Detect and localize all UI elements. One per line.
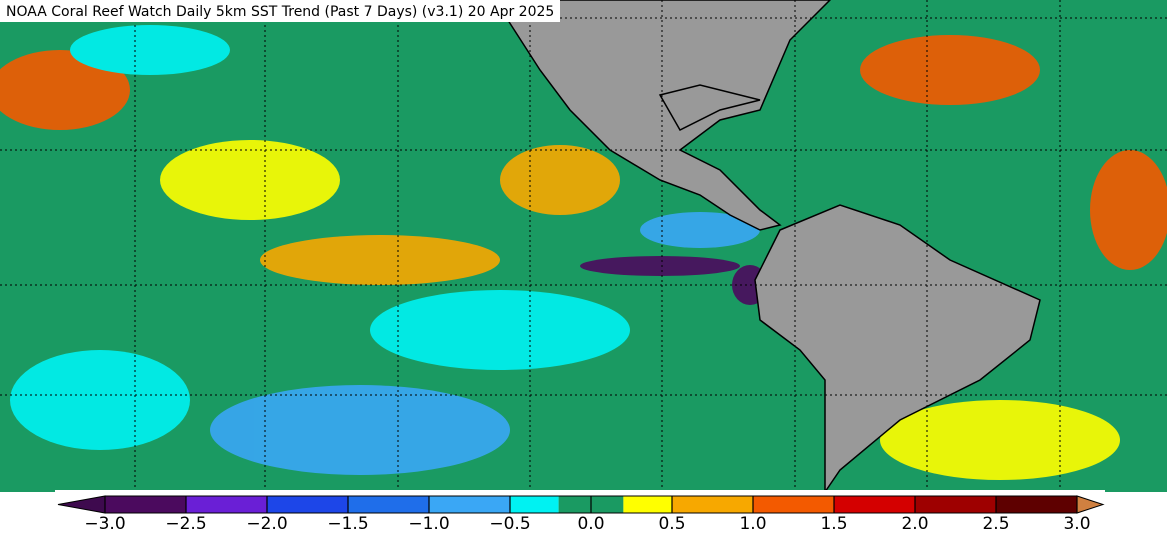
colorbar-segment	[915, 496, 996, 513]
colorbar-segment	[834, 496, 915, 513]
colorbar-segment	[623, 496, 672, 513]
colorbar-segment	[510, 496, 559, 513]
colorbar-segment	[105, 496, 186, 513]
colorbar-tick-label: 2.0	[901, 514, 928, 530]
colorbar-segment	[753, 496, 834, 513]
colorbar-segment	[186, 496, 267, 513]
colorbar-tick-label: −3.0	[84, 514, 125, 530]
colorbar-tick-label: 1.5	[820, 514, 847, 530]
colorbar-segment	[672, 496, 753, 513]
graticule	[0, 0, 1167, 492]
colorbar-segment	[348, 496, 429, 513]
colorbar-tick-label: −1.5	[327, 514, 368, 530]
title: NOAA Coral Reef Watch Daily 5km SST Tren…	[6, 4, 554, 20]
colorbar-segment	[429, 496, 510, 513]
colorbar-segment	[996, 496, 1077, 513]
colorbar-tick-label: 0.0	[577, 514, 604, 530]
colorbar-tick-label: −0.5	[489, 514, 530, 530]
colorbar-segment	[267, 496, 348, 513]
colorbar: −3.0 −2.5 −2.0 −1.5 −1.0 −0.5 0.0 0.5 1.0 1.5 2.0 2…	[57, 495, 1105, 534]
title-box	[0, 0, 560, 22]
colorbar-tick-label: −2.0	[246, 514, 287, 530]
colorbar-tick-label: −1.0	[408, 514, 449, 530]
map	[0, 0, 1167, 495]
colorbar-tick-label: 0.5	[658, 514, 685, 530]
colorbar-tick-label: 2.5	[982, 514, 1009, 530]
colorbar-tick-label: 1.0	[739, 514, 766, 530]
colorbar-tick-label: −2.5	[165, 514, 206, 530]
colorbar-tick-label: 3.0	[1063, 514, 1090, 530]
